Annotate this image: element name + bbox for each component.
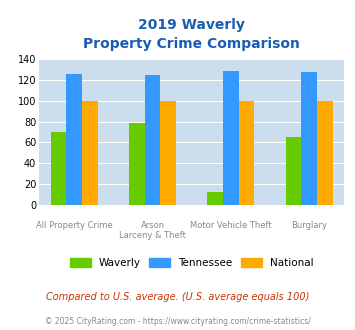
Bar — [51, 132, 66, 205]
Bar — [239, 101, 254, 205]
Text: Larceny & Theft: Larceny & Theft — [119, 231, 186, 240]
Bar — [223, 71, 239, 205]
Text: Burglary: Burglary — [291, 221, 327, 230]
Bar — [286, 137, 301, 205]
Bar — [160, 101, 176, 205]
Text: Motor Vehicle Theft: Motor Vehicle Theft — [190, 221, 272, 230]
Bar — [129, 123, 145, 205]
Bar — [66, 74, 82, 205]
Legend: Waverly, Tennessee, National: Waverly, Tennessee, National — [66, 253, 318, 272]
Text: © 2025 CityRating.com - https://www.cityrating.com/crime-statistics/: © 2025 CityRating.com - https://www.city… — [45, 317, 310, 326]
Text: Arson: Arson — [141, 221, 165, 230]
Text: All Property Crime: All Property Crime — [36, 221, 113, 230]
Title: 2019 Waverly
Property Crime Comparison: 2019 Waverly Property Crime Comparison — [83, 18, 300, 51]
Bar — [145, 75, 160, 205]
Bar — [301, 72, 317, 205]
Bar — [207, 192, 223, 205]
Bar — [317, 101, 333, 205]
Bar — [82, 101, 98, 205]
Text: Compared to U.S. average. (U.S. average equals 100): Compared to U.S. average. (U.S. average … — [46, 292, 309, 302]
